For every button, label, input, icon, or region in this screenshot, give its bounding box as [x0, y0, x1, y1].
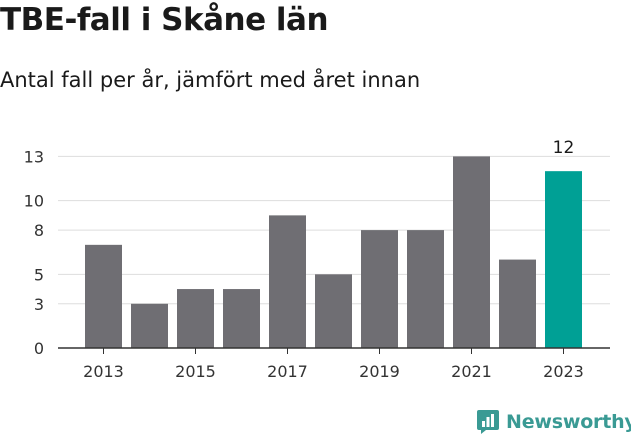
x-tick-label: 2013	[83, 362, 124, 381]
bar-2013	[85, 244, 122, 348]
bar-2017	[269, 215, 306, 348]
y-tick-label: 0	[34, 339, 44, 358]
y-tick-label: 10	[24, 192, 44, 211]
x-tick-label: 2023	[543, 362, 584, 381]
newsworthy-logo: Newsworthy	[476, 408, 631, 436]
bar-2020	[407, 230, 444, 348]
chart-title: TBE-fall i Skåne län	[0, 2, 329, 38]
y-tick-label: 3	[34, 295, 44, 314]
bar-2014	[131, 303, 168, 348]
y-tick-label: 13	[24, 147, 44, 166]
brand-name: Newsworthy	[506, 411, 631, 433]
x-tick-label: 2021	[451, 362, 492, 381]
bars	[85, 156, 582, 348]
bar-2021	[453, 156, 490, 348]
x-tick-label: 2015	[175, 362, 216, 381]
bar-2016	[223, 289, 260, 348]
y-tick-label: 5	[34, 265, 44, 284]
data-label: 12	[553, 138, 575, 158]
x-tick-label: 2019	[359, 362, 400, 381]
bar-2018	[315, 274, 352, 348]
labels: 0 3 5 8 10 13 2013 2015 2017 2019 2021 2023 12	[24, 138, 584, 381]
chart-subtitle: Antal fall per år, jämfört med året inna…	[0, 68, 421, 92]
newsworthy-logo-icon	[477, 410, 499, 434]
y-tick-label: 8	[34, 221, 44, 240]
bar-2022	[499, 259, 536, 348]
bar-2019	[361, 230, 398, 348]
bar-2023	[545, 171, 582, 348]
axes	[58, 347, 610, 354]
x-tick-label: 2017	[267, 362, 308, 381]
bar-2015	[177, 289, 214, 348]
